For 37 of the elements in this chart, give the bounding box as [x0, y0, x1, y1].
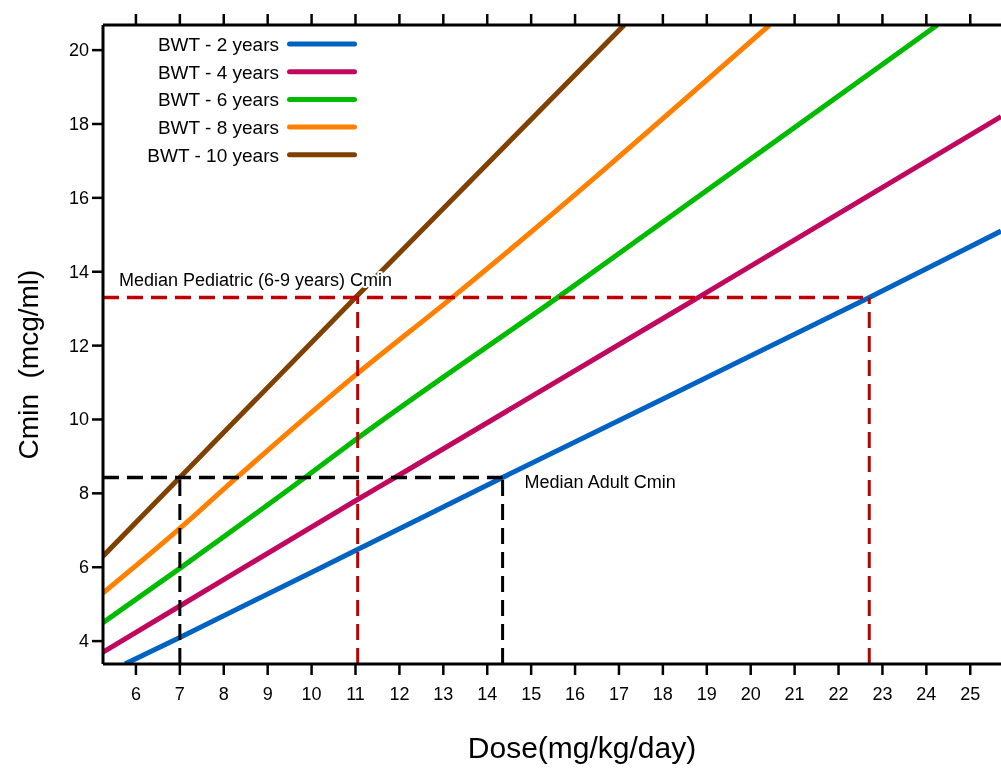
x-tick-label: 7 [174, 684, 185, 704]
y-tick-label: 20 [68, 40, 89, 61]
y-tick-label: 6 [78, 557, 89, 578]
y-tick-label: 8 [78, 483, 89, 504]
x-tick-label: 16 [565, 684, 586, 704]
y-tick-label: 18 [68, 113, 89, 134]
x-tick-label: 6 [130, 684, 141, 704]
x-tick-label: 14 [477, 684, 498, 704]
x-tick-label: 25 [960, 684, 981, 704]
y-tick-label: 14 [68, 261, 89, 282]
x-tick-label: 21 [784, 684, 805, 704]
legend-label: BWT - 4 years [157, 61, 279, 83]
y-tick-label: 10 [68, 409, 89, 430]
x-tick-label: 19 [696, 684, 717, 704]
x-tick-label: 17 [608, 684, 629, 704]
y-tick-label: 12 [68, 335, 89, 356]
x-tick-label: 12 [389, 684, 410, 704]
x-tick-label: 13 [433, 684, 454, 704]
x-tick-label: 18 [652, 684, 673, 704]
legend-label: BWT - 10 years [147, 144, 279, 166]
ref-line-label: Median Adult Cmin [524, 472, 676, 493]
x-axis-title: Dose(mg/kg/day) [467, 731, 697, 764]
legend-label: BWT - 8 years [157, 117, 279, 139]
x-tick-label: 23 [872, 684, 893, 704]
x-tick-label: 22 [828, 684, 849, 704]
x-tick-label: 20 [740, 684, 761, 704]
legend-label: BWT - 2 years [157, 34, 279, 55]
y-tick-label: 4 [78, 631, 89, 652]
legend-label: BWT - 6 years [157, 89, 279, 111]
x-tick-label: 10 [301, 684, 322, 704]
x-tick-label: 24 [916, 684, 937, 704]
y-tick-label: 16 [68, 187, 89, 208]
x-tick-label: 11 [346, 684, 365, 704]
x-tick-label: 9 [262, 684, 273, 704]
x-tick-label: 8 [218, 684, 229, 704]
y-axis-title: Cmin (mcg/ml) [13, 269, 44, 460]
x-tick-label: 15 [521, 684, 542, 704]
